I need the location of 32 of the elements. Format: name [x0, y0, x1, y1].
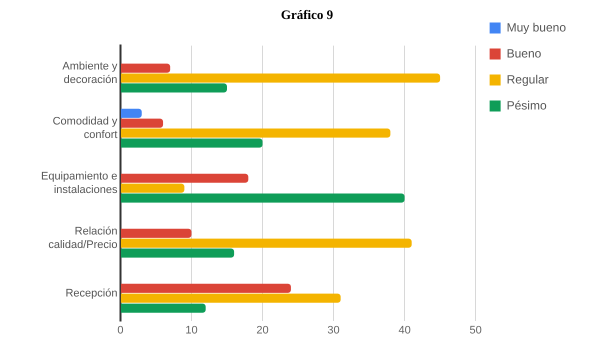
bar [120, 128, 390, 138]
bar [120, 248, 234, 258]
y-tick-label: Equipamiento e instalaciones [40, 170, 118, 196]
y-tick-label: Recepción [65, 287, 118, 300]
bar [120, 64, 170, 73]
x-tick-label: 30 [327, 324, 340, 336]
bar [120, 228, 192, 238]
chart-title: Gráfico 9 [280, 7, 334, 22]
bar [120, 118, 164, 128]
x-tick-label: 50 [470, 324, 482, 336]
legend-label: Regular [506, 72, 549, 86]
x-tick-label: 0 [117, 324, 124, 336]
bar [120, 304, 206, 313]
y-tick-label: Ambiente y decoración [62, 60, 118, 86]
bar [120, 194, 405, 203]
bar [120, 238, 412, 248]
bar [120, 138, 263, 148]
bar [120, 174, 248, 183]
y-tick-label: Relación calidad/Precio [48, 226, 118, 251]
legend-label: Pésimo [506, 98, 547, 112]
bar [120, 74, 440, 83]
x-tick-label: 10 [185, 324, 198, 336]
x-tick-label: 40 [398, 324, 411, 336]
bar [120, 284, 291, 293]
legend-label: Muy bueno [506, 20, 566, 34]
bar [120, 83, 227, 93]
legend-label: Bueno [506, 46, 542, 60]
bar [120, 294, 341, 303]
bar [120, 108, 142, 118]
bar [120, 184, 184, 193]
y-tick-label: Comodidad y confort [52, 116, 118, 141]
x-tick-label: 20 [256, 324, 269, 336]
